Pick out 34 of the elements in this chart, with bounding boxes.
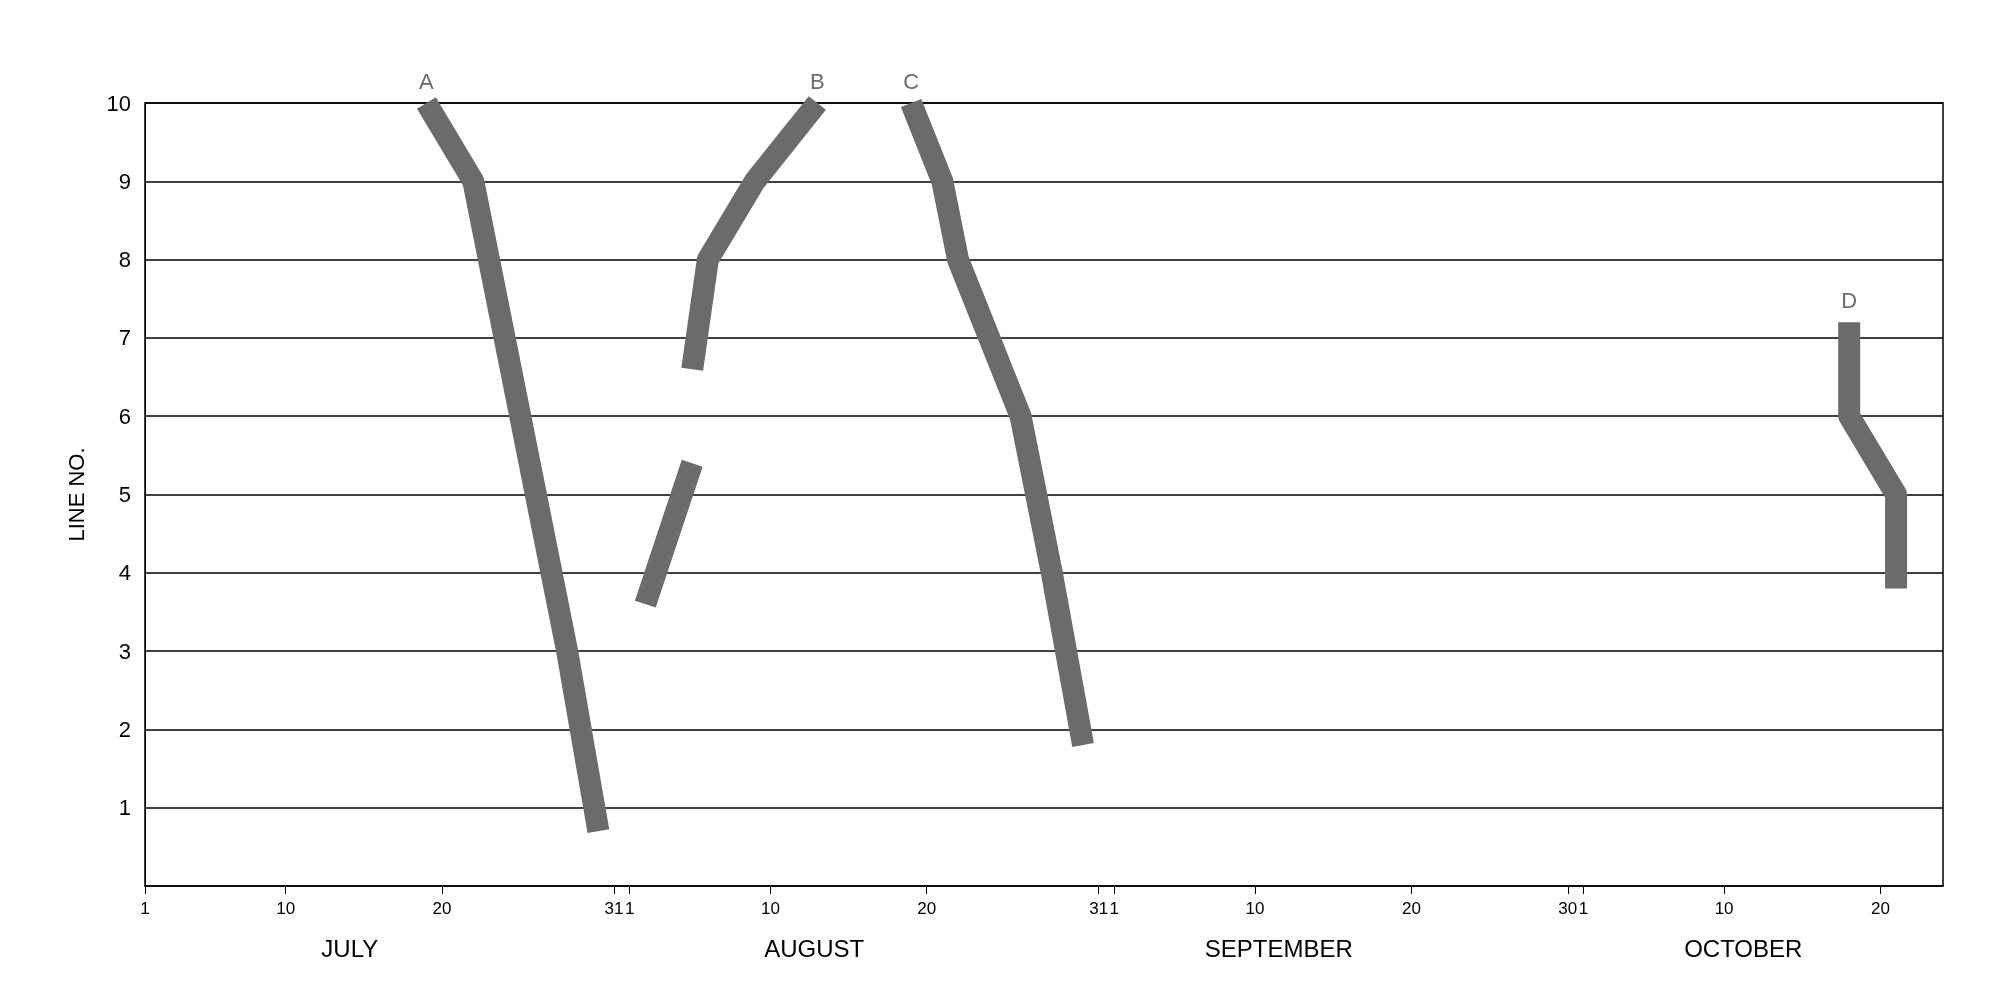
series-label: D (1841, 287, 1858, 313)
x-tick-label: 1 (624, 899, 635, 918)
x-tick-label: 1 (140, 899, 150, 918)
y-axis-title: LINE NO. (63, 447, 89, 542)
y-tick-label: 6 (118, 403, 131, 429)
y-tick-label: 5 (118, 482, 131, 507)
y-tick-label: 9 (118, 168, 131, 194)
x-tick-label: 31 (1089, 899, 1109, 918)
x-tick-label: 10 (760, 899, 780, 918)
y-tick-label: 3 (118, 638, 131, 664)
x-tick-label: 30 (1558, 899, 1578, 918)
y-tick-label: 10 (106, 90, 131, 116)
text: SEPTEMBER (1204, 934, 1353, 962)
x-tick-label: 10 (1245, 899, 1265, 918)
y-tick-label: 4 (118, 560, 131, 586)
x-tick-label: 10 (276, 899, 296, 918)
x-tick-label: 31 (604, 899, 624, 918)
series-label: C (903, 68, 920, 94)
text: JULY (321, 934, 379, 962)
x-tick-label: 20 (1871, 899, 1890, 918)
series-label: B (809, 68, 825, 94)
y-tick-label: 2 (118, 716, 131, 742)
x-tick-label: 20 (432, 899, 452, 918)
text: AUGUST (764, 934, 865, 962)
y-tick-label: 1 (118, 795, 131, 821)
x-tick-label: 20 (1401, 899, 1421, 918)
text: OCTOBER (1684, 934, 1803, 962)
y-tick-label: 8 (118, 247, 131, 273)
series-label: A (419, 68, 435, 94)
x-tick-label: 10 (1714, 899, 1734, 918)
x-tick-label: 1 (1109, 899, 1120, 918)
x-tick-label: 20 (917, 899, 937, 918)
y-tick-label: 7 (118, 325, 131, 351)
x-tick-label: 1 (1578, 899, 1589, 918)
